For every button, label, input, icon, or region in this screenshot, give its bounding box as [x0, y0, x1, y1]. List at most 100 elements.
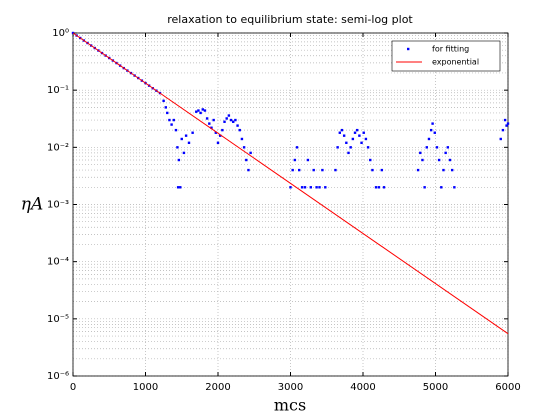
point: [238, 128, 241, 132]
x-tick-label: 0: [70, 382, 76, 393]
y-tick-label: 10⁻¹: [47, 85, 69, 96]
point: [433, 131, 436, 134]
point: [416, 168, 420, 172]
point: [318, 186, 321, 189]
point: [170, 123, 173, 126]
point: [180, 137, 183, 141]
point: [212, 118, 215, 122]
point: [223, 120, 226, 123]
point: [247, 168, 250, 172]
point: [423, 186, 426, 189]
point: [336, 146, 339, 149]
point: [356, 128, 359, 132]
point: [197, 109, 200, 112]
point: [358, 134, 361, 137]
x-tick-label: 3000: [278, 382, 303, 393]
point: [431, 122, 434, 125]
point: [214, 131, 218, 134]
point: [366, 146, 370, 149]
point: [377, 186, 381, 189]
point: [245, 158, 248, 162]
point: [168, 118, 171, 122]
point: [437, 158, 441, 162]
point: [176, 146, 179, 149]
point: [162, 99, 165, 103]
point: [505, 124, 508, 127]
point: [369, 158, 372, 162]
point: [506, 122, 510, 125]
point: [453, 186, 456, 189]
point: [298, 168, 301, 172]
point: [232, 120, 235, 123]
point: [199, 111, 202, 115]
point: [321, 168, 324, 172]
point: [293, 158, 297, 162]
y-tick-label: 10⁻²: [47, 142, 69, 153]
point: [179, 186, 182, 189]
point: [338, 131, 341, 134]
point: [203, 109, 207, 112]
point: [240, 137, 244, 141]
point: [364, 137, 368, 141]
point: [347, 151, 350, 155]
x-tick-label: 2000: [205, 382, 230, 393]
point: [353, 131, 357, 134]
point: [345, 141, 348, 145]
point: [187, 141, 191, 145]
y-tick-label: 10⁻³: [47, 200, 69, 211]
point: [216, 141, 220, 145]
point: [362, 131, 365, 134]
point: [501, 128, 505, 132]
point: [249, 151, 252, 155]
point: [351, 137, 355, 141]
point: [380, 168, 384, 172]
point: [225, 117, 228, 120]
legend-marker: [407, 47, 410, 51]
point: [242, 146, 246, 149]
point: [349, 146, 352, 149]
point: [360, 141, 363, 145]
x-tick-label: 6000: [495, 382, 520, 393]
point: [195, 110, 198, 113]
point: [324, 186, 327, 189]
point: [229, 118, 233, 122]
point: [227, 114, 231, 117]
point: [234, 118, 237, 122]
point: [444, 151, 447, 155]
point: [425, 146, 428, 149]
point: [440, 186, 443, 189]
point: [191, 131, 194, 134]
point: [499, 137, 502, 141]
point: [177, 158, 181, 162]
point: [450, 168, 454, 172]
point: [374, 186, 378, 189]
plot-frame: [72, 32, 509, 377]
point: [210, 126, 213, 129]
point: [429, 128, 433, 132]
point: [312, 168, 315, 172]
point: [208, 122, 211, 125]
point: [421, 158, 424, 162]
point: [295, 146, 299, 149]
point: [503, 118, 507, 122]
point: [303, 186, 307, 189]
point: [448, 158, 452, 162]
point: [382, 186, 386, 189]
x-tick-label: 5000: [423, 382, 448, 393]
point: [371, 168, 374, 172]
y-tick-label: 10⁻⁴: [47, 257, 69, 268]
point: [176, 186, 180, 189]
point: [166, 111, 169, 115]
point: [184, 134, 188, 137]
point: [172, 118, 175, 122]
x-tick-label: 4000: [350, 382, 375, 393]
point: [309, 186, 312, 189]
point: [201, 108, 204, 111]
point: [442, 168, 445, 172]
point: [174, 128, 178, 132]
point: [315, 186, 318, 189]
line: [72, 32, 509, 335]
point: [334, 168, 337, 172]
